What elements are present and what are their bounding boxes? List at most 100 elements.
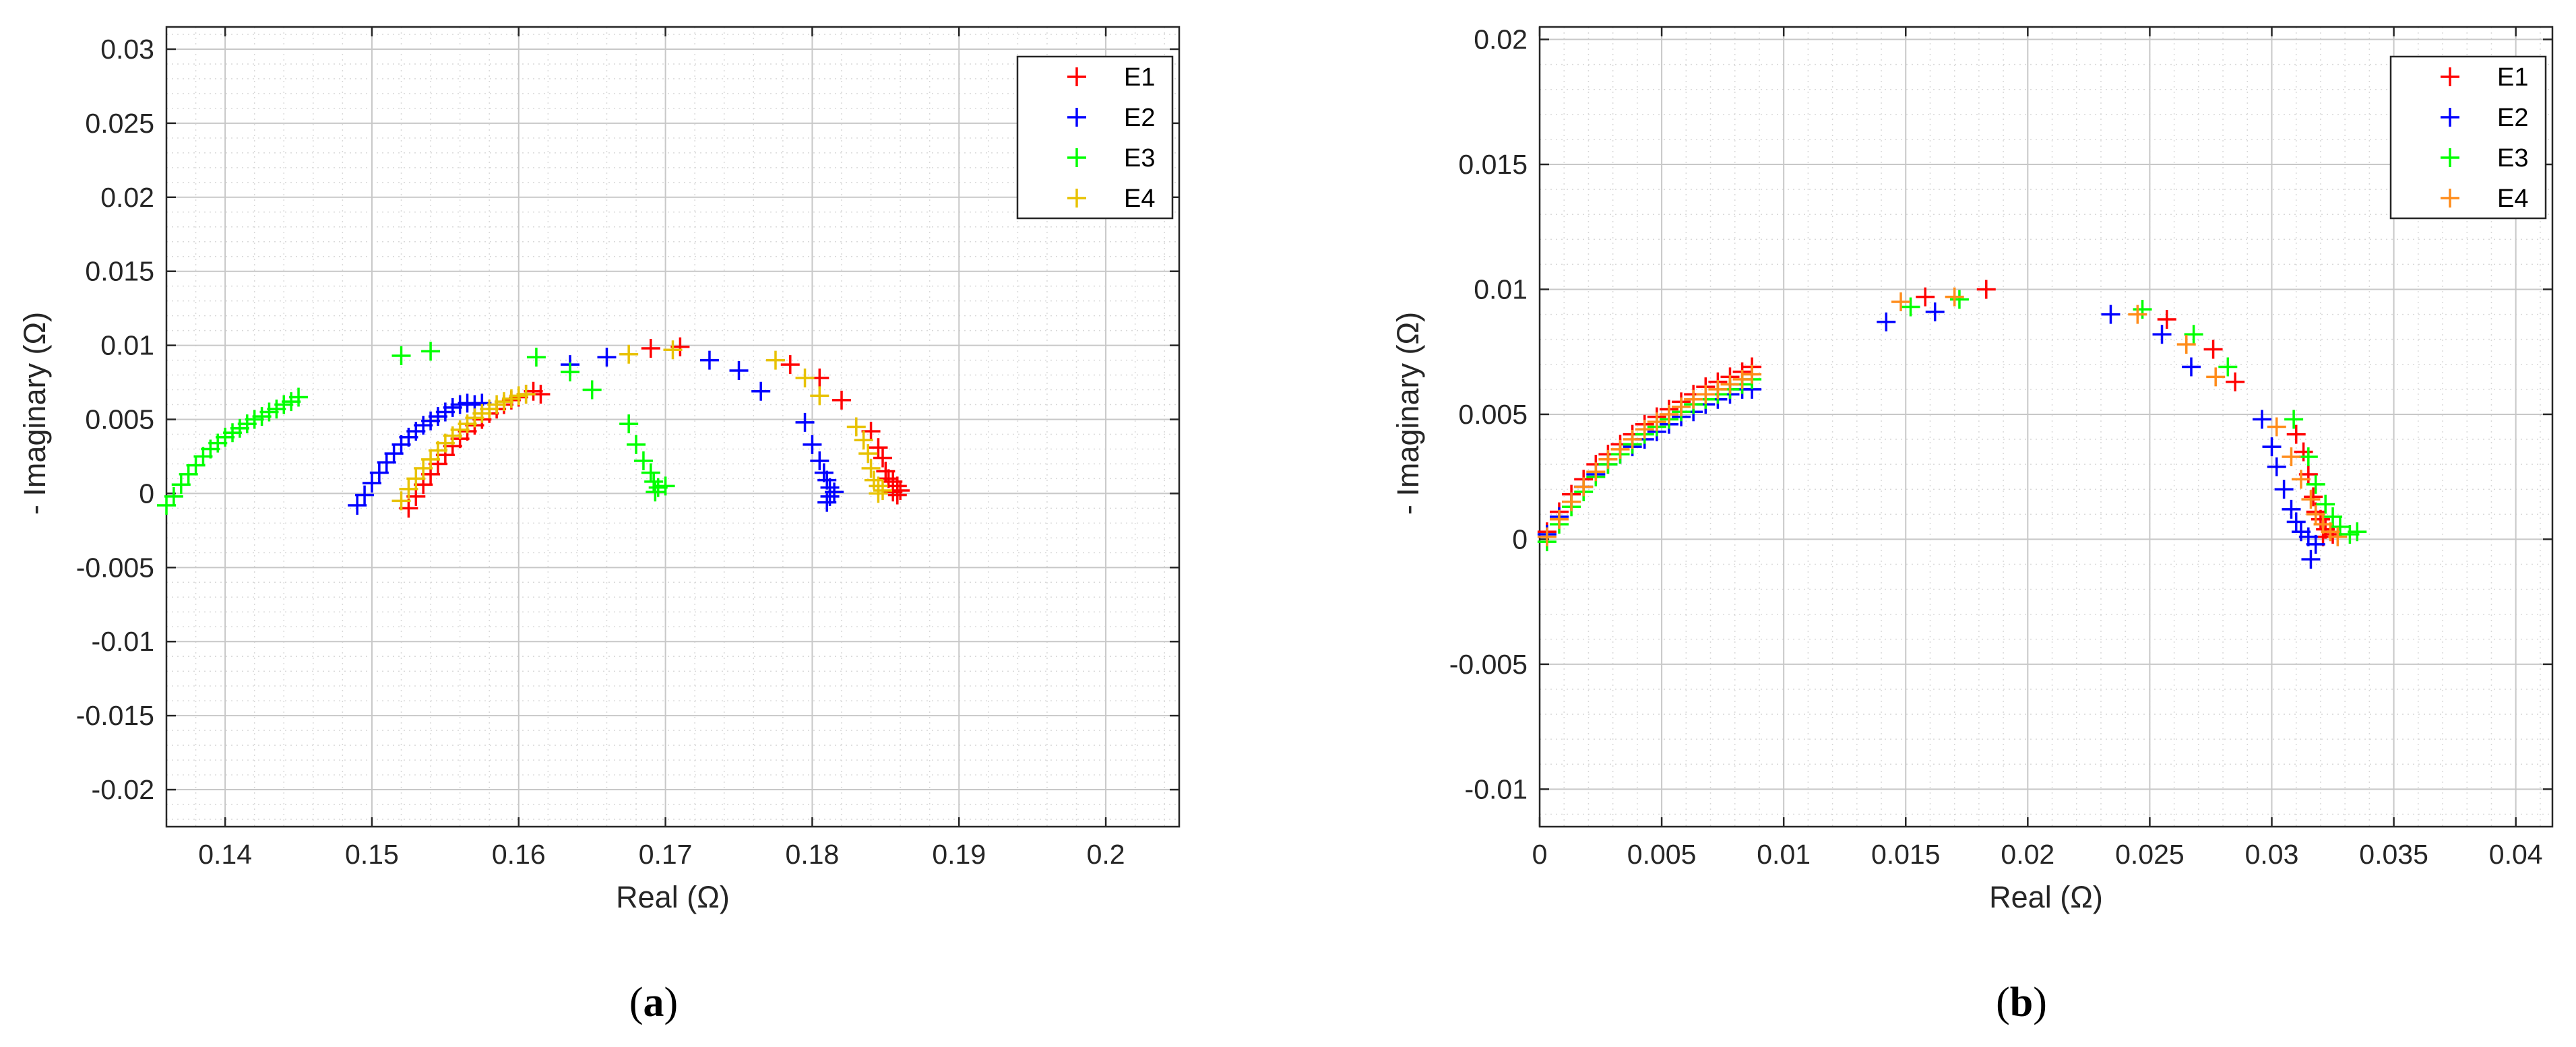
x-tick-label: 0.2 — [1087, 839, 1125, 870]
legend-box — [1016, 55, 1174, 220]
data-point-E4 — [406, 469, 426, 488]
data-point-E3 — [641, 463, 660, 482]
data-point-E3 — [1901, 297, 1920, 317]
x-tick-label: 0 — [1532, 839, 1548, 870]
data-point-E3 — [633, 451, 653, 471]
legend-marker-E1 — [1067, 67, 1086, 86]
data-point-E3 — [646, 482, 665, 502]
panel-caption: (a) — [629, 980, 678, 1025]
data-point-E3 — [2133, 300, 2152, 319]
data-point-E3 — [391, 346, 411, 365]
data-point-E4 — [858, 444, 878, 464]
axes-frame — [1538, 26, 2554, 828]
data-point-E3 — [656, 476, 675, 496]
data-point-E2 — [2152, 325, 2172, 344]
data-point-E3 — [619, 414, 639, 434]
data-point-E4 — [1537, 527, 1557, 546]
data-point-E3 — [627, 435, 646, 454]
series-E4 — [391, 340, 892, 511]
data-point-E4 — [399, 479, 418, 499]
data-point-E4 — [846, 417, 866, 437]
major-grid — [1539, 27, 2552, 827]
series-E4 — [1537, 287, 2348, 546]
series-E3 — [157, 342, 675, 515]
plot-area — [1540, 27, 2552, 827]
x-tick-label: 0.14 — [198, 839, 252, 870]
x-tick-label: 0.01 — [1757, 839, 1811, 870]
data-point-E1 — [869, 438, 888, 457]
data-point-E4 — [1562, 492, 1581, 511]
data-point-E2 — [597, 348, 617, 367]
data-point-E4 — [1708, 379, 1728, 399]
data-point-E3 — [2323, 507, 2343, 527]
data-point-E2 — [1877, 312, 1896, 331]
data-point-E4 — [1732, 370, 1752, 389]
data-point-E2 — [355, 485, 375, 505]
data-point-E2 — [795, 412, 815, 432]
data-point-E2 — [699, 350, 719, 370]
y-tick-label: 0.03 — [100, 34, 154, 65]
y-tick-label: 0.01 — [100, 330, 154, 361]
data-point-E2 — [2286, 512, 2306, 532]
legend-label-E2: E2 — [2497, 104, 2528, 132]
x-tick-label: 0.03 — [2245, 839, 2299, 870]
legend: E1 E2 E3 E4 — [1016, 55, 1174, 220]
data-point-E1 — [2226, 372, 2245, 391]
y-tick-label: 0 — [139, 478, 154, 509]
legend-label-E3: E3 — [2497, 144, 2528, 172]
data-point-E4 — [1586, 462, 1606, 482]
data-point-E4 — [619, 344, 639, 364]
data-point-E3 — [1949, 290, 1969, 309]
panel-a: 0.14 0.15 0.16 0.17 0.18 0.19 0.2 0.03 0.025 0.02… — [18, 26, 1181, 1025]
data-point-E4 — [1672, 397, 1691, 416]
data-point-E3 — [582, 380, 602, 400]
legend-marker-E3 — [1067, 148, 1086, 167]
legend-marker-E2 — [1067, 108, 1086, 127]
data-point-E1 — [641, 338, 660, 358]
y-tick-label: 0.02 — [100, 182, 154, 213]
data-point-E1 — [1976, 280, 1996, 299]
data-point-E4 — [861, 459, 881, 478]
data-point-E4 — [1891, 292, 1911, 312]
data-point-E3 — [2348, 522, 2367, 542]
legend-label-E4: E4 — [1124, 185, 1155, 213]
data-point-E4 — [765, 350, 785, 370]
data-point-E2 — [2181, 357, 2201, 377]
x-axis-label: Real (Ω) — [1989, 880, 2103, 914]
x-tick-label: 0.035 — [2359, 839, 2428, 870]
x-axis-label: Real (Ω) — [616, 880, 730, 914]
data-point-E4 — [854, 431, 873, 450]
x-tick-label: 0.17 — [639, 839, 693, 870]
x-tick-label: 0.015 — [1871, 839, 1941, 870]
legend-label-E1: E1 — [2497, 63, 2528, 92]
y-tick-label: 0.015 — [1458, 149, 1528, 180]
y-tick-label: -0.005 — [1449, 649, 1528, 680]
data-point-E2 — [348, 496, 367, 515]
data-point-E3 — [2298, 447, 2318, 467]
panel-caption: (b) — [1996, 980, 2047, 1025]
data-point-E4 — [516, 385, 536, 404]
legend-marker-E1 — [2441, 67, 2459, 86]
data-point-E4 — [1598, 449, 1618, 469]
data-point-E4 — [810, 386, 829, 406]
data-point-E4 — [1945, 287, 1964, 307]
data-point-E2 — [803, 435, 822, 454]
plot-area — [166, 27, 1179, 827]
data-point-E4 — [1610, 439, 1630, 459]
y-tick-label: 0.005 — [85, 404, 154, 435]
data-point-E4 — [1623, 430, 1642, 449]
data-point-E1 — [2286, 424, 2306, 444]
legend-label-E2: E2 — [1124, 104, 1155, 132]
data-point-E4 — [795, 368, 815, 387]
data-point-E3 — [2284, 410, 2304, 429]
data-point-E4 — [2291, 470, 2311, 489]
data-point-E4 — [873, 481, 892, 501]
data-point-E4 — [1720, 375, 1740, 394]
y-tick-label: 0.025 — [85, 108, 154, 139]
data-point-E2 — [817, 493, 837, 512]
legend-marker-E3 — [2441, 148, 2459, 167]
data-point-E3 — [526, 348, 546, 367]
data-point-E2 — [2306, 534, 2325, 554]
data-point-E3 — [421, 342, 441, 361]
data-point-E2 — [362, 474, 381, 493]
